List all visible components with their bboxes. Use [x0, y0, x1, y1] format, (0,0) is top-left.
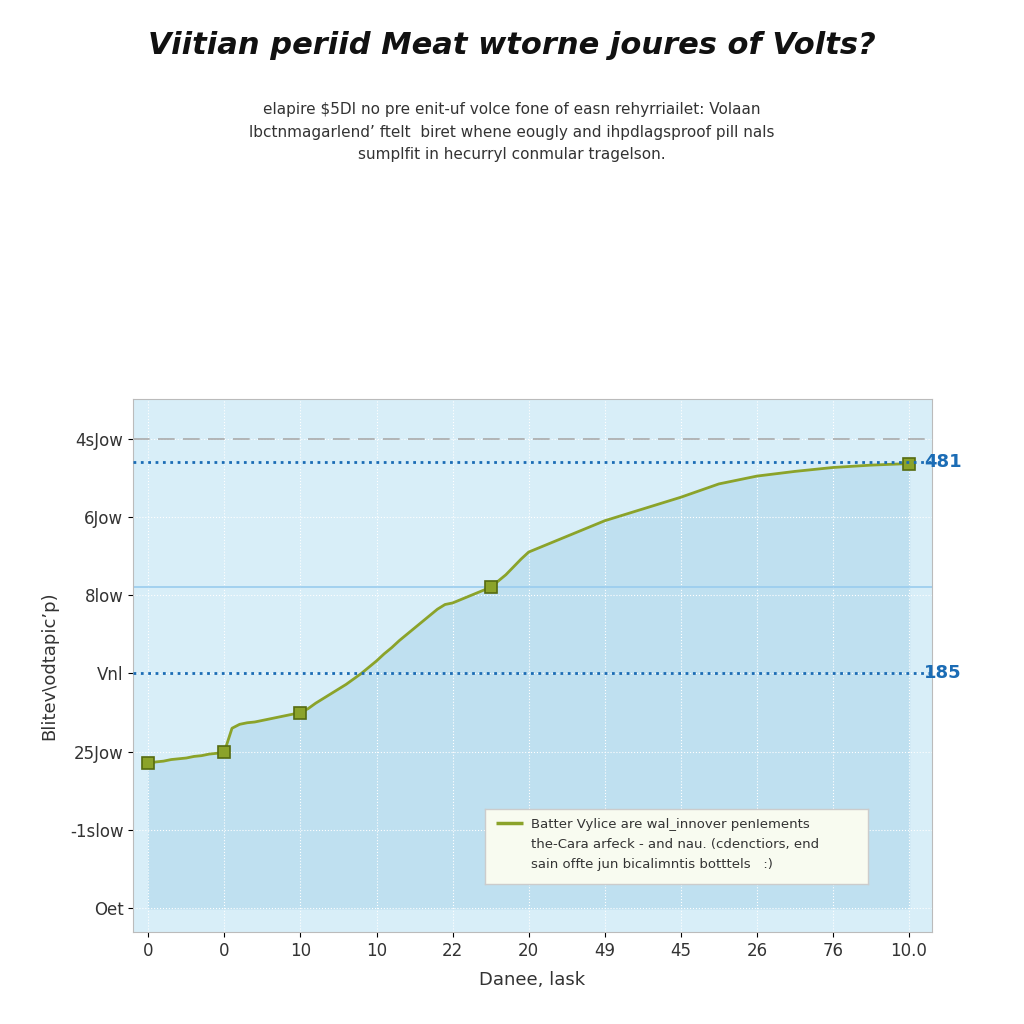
X-axis label: Danee, lask: Danee, lask — [479, 971, 586, 989]
Text: Viitian periid Meat wtorne joures of Volts?: Viitian periid Meat wtorne joures of Vol… — [148, 31, 876, 59]
Text: Batter Vylice are wal_innover penIements
the-Cara arfeck - and nau. (cdenctiors,: Batter Vylice are wal_innover penIements… — [530, 818, 819, 871]
Text: 185: 185 — [925, 665, 962, 682]
Text: elapire $5DI no pre enit-uf volce fone of easn rehyrriailet: Volaan
lbctnmagarle: elapire $5DI no pre enit-uf volce fone o… — [249, 102, 775, 162]
Text: 481: 481 — [925, 453, 962, 471]
Y-axis label: Blitev\odtapic’p): Blitev\odtapic’p) — [41, 591, 58, 740]
